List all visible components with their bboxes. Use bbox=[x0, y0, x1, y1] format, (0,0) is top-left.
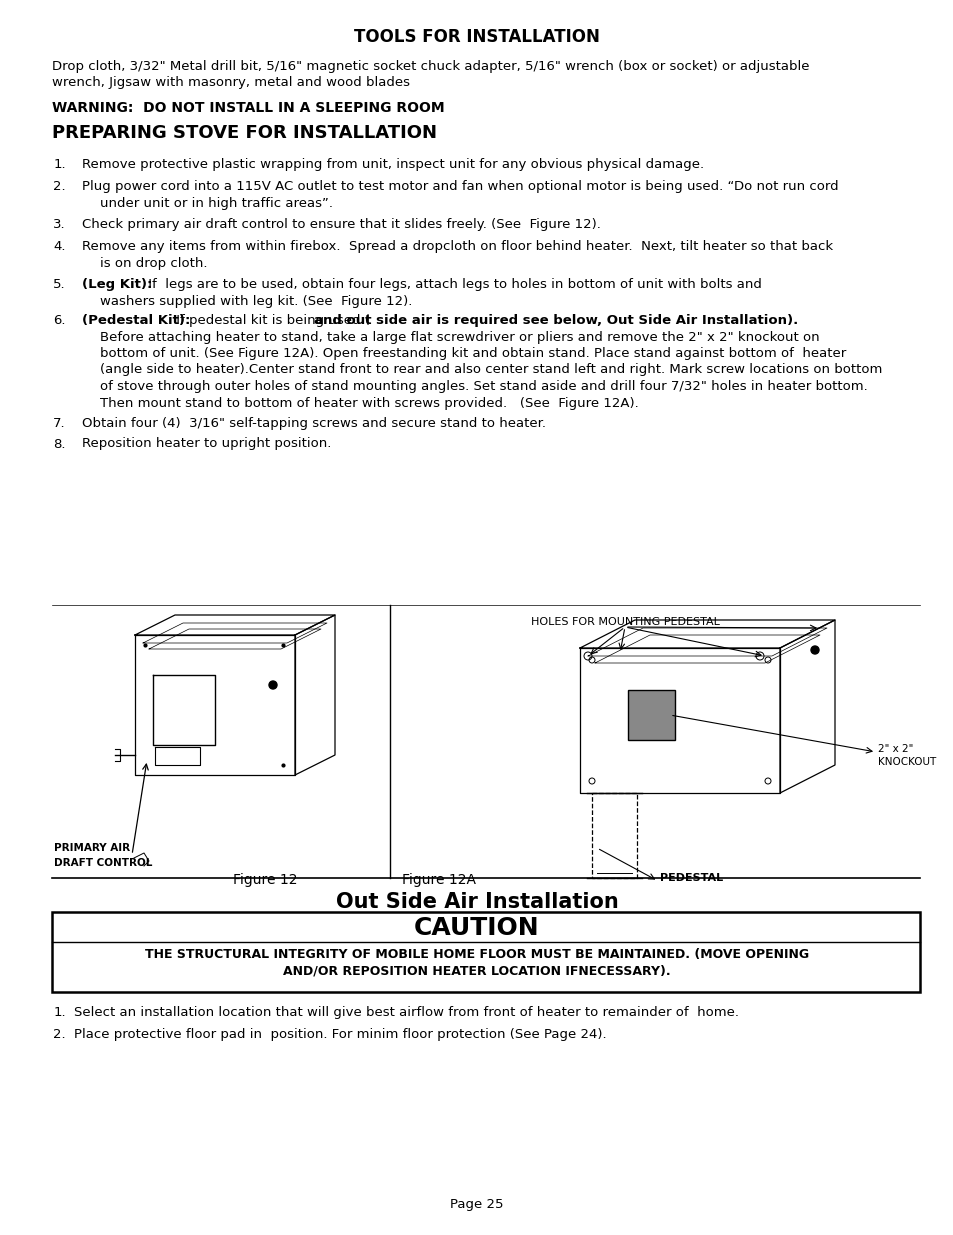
Text: If  legs are to be used, obtain four legs, attach legs to holes in bottom of uni: If legs are to be used, obtain four legs… bbox=[144, 278, 761, 291]
Text: DRAFT CONTROL: DRAFT CONTROL bbox=[54, 858, 152, 868]
Text: Obtain four (4)  3/16" self-tapping screws and secure stand to heater.: Obtain four (4) 3/16" self-tapping screw… bbox=[82, 417, 545, 430]
Text: under unit or in high traffic areas”.: under unit or in high traffic areas”. bbox=[100, 196, 333, 210]
Text: washers supplied with leg kit. (See  Figure 12).: washers supplied with leg kit. (See Figu… bbox=[100, 294, 412, 308]
Text: HOLES FOR MOUNTING PEDESTAL: HOLES FOR MOUNTING PEDESTAL bbox=[530, 618, 719, 627]
Text: Figure 12: Figure 12 bbox=[233, 873, 297, 887]
Text: Reposition heater to upright position.: Reposition heater to upright position. bbox=[82, 437, 331, 451]
Text: 5.: 5. bbox=[53, 278, 66, 291]
Bar bbox=[52, 911, 919, 992]
Text: PREPARING STOVE FOR INSTALLATION: PREPARING STOVE FOR INSTALLATION bbox=[52, 124, 436, 142]
Text: 2.: 2. bbox=[53, 1028, 66, 1041]
Text: PRIMARY AIR: PRIMARY AIR bbox=[54, 844, 130, 853]
Text: Then mount stand to bottom of heater with screws provided.   (See  Figure 12A).: Then mount stand to bottom of heater wit… bbox=[100, 396, 639, 410]
Text: Plug power cord into a 115V AC outlet to test motor and fan when optional motor : Plug power cord into a 115V AC outlet to… bbox=[82, 180, 838, 193]
Text: 2.: 2. bbox=[53, 180, 66, 193]
Text: 6.: 6. bbox=[53, 314, 66, 327]
Text: Remove protective plastic wrapping from unit, inspect unit for any obvious physi: Remove protective plastic wrapping from … bbox=[82, 158, 703, 170]
Text: wrench, Jigsaw with masonry, metal and wood blades: wrench, Jigsaw with masonry, metal and w… bbox=[52, 77, 410, 89]
Circle shape bbox=[810, 646, 818, 655]
Text: Figure 12A: Figure 12A bbox=[401, 873, 476, 887]
Text: AND/OR REPOSITION HEATER LOCATION IFNECESSARY).: AND/OR REPOSITION HEATER LOCATION IFNECE… bbox=[283, 965, 670, 977]
Text: WARNING:  DO NOT INSTALL IN A SLEEPING ROOM: WARNING: DO NOT INSTALL IN A SLEEPING RO… bbox=[52, 101, 444, 115]
Text: 1.: 1. bbox=[53, 1007, 66, 1019]
Text: PEDESTAL: PEDESTAL bbox=[659, 873, 722, 883]
Text: (angle side to heater).Center stand front to rear and also center stand left and: (angle side to heater).Center stand fron… bbox=[100, 363, 882, 377]
Text: of stove through outer holes of stand mounting angles. Set stand aside and drill: of stove through outer holes of stand mo… bbox=[100, 380, 867, 393]
Text: Check primary air draft control to ensure that it slides freely. (See  Figure 12: Check primary air draft control to ensur… bbox=[82, 219, 600, 231]
Text: TOOLS FOR INSTALLATION: TOOLS FOR INSTALLATION bbox=[354, 28, 599, 46]
Text: CAUTION: CAUTION bbox=[414, 916, 539, 940]
Text: 1.: 1. bbox=[53, 158, 66, 170]
Circle shape bbox=[269, 680, 276, 689]
Text: Before attaching heater to stand, take a large flat screwdriver or pliers and re: Before attaching heater to stand, take a… bbox=[100, 331, 819, 343]
Text: (Pedestal Kit):: (Pedestal Kit): bbox=[82, 314, 191, 327]
Text: bottom of unit. (See Figure 12A). Open freestanding kit and obtain stand. Place : bottom of unit. (See Figure 12A). Open f… bbox=[100, 347, 845, 359]
Text: 4.: 4. bbox=[53, 240, 66, 253]
Text: KNOCKOUT: KNOCKOUT bbox=[877, 757, 935, 767]
Text: 7.: 7. bbox=[53, 417, 66, 430]
Text: Page 25: Page 25 bbox=[450, 1198, 503, 1212]
Bar bbox=[627, 690, 675, 740]
Text: 3.: 3. bbox=[53, 219, 66, 231]
Text: If pedestal kit is being used (: If pedestal kit is being used ( bbox=[172, 314, 370, 327]
Text: 2" x 2": 2" x 2" bbox=[877, 743, 912, 755]
Text: Out Side Air Installation: Out Side Air Installation bbox=[335, 892, 618, 911]
Text: is on drop cloth.: is on drop cloth. bbox=[100, 257, 208, 269]
Text: Drop cloth, 3/32" Metal drill bit, 5/16" magnetic socket chuck adapter, 5/16" wr: Drop cloth, 3/32" Metal drill bit, 5/16"… bbox=[52, 61, 809, 73]
Text: Place protective floor pad in  position. For minim floor protection (See Page 24: Place protective floor pad in position. … bbox=[74, 1028, 606, 1041]
Text: 8.: 8. bbox=[53, 437, 66, 451]
Text: and out side air is required see below, Out Side Air Installation).: and out side air is required see below, … bbox=[314, 314, 798, 327]
Text: Remove any items from within firebox.  Spread a dropcloth on floor behind heater: Remove any items from within firebox. Sp… bbox=[82, 240, 832, 253]
Text: THE STRUCTURAL INTEGRITY OF MOBILE HOME FLOOR MUST BE MAINTAINED. (MOVE OPENING: THE STRUCTURAL INTEGRITY OF MOBILE HOME … bbox=[145, 948, 808, 961]
Text: Select an installation location that will give best airflow from front of heater: Select an installation location that wil… bbox=[74, 1007, 739, 1019]
Text: (Leg Kit):: (Leg Kit): bbox=[82, 278, 152, 291]
